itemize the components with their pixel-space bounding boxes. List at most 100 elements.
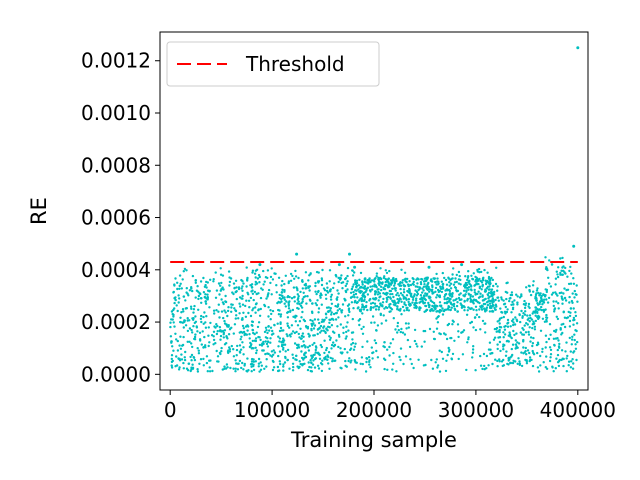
data-point — [206, 370, 209, 373]
data-point — [263, 367, 266, 370]
data-point — [437, 290, 440, 294]
data-point — [514, 343, 518, 346]
data-point — [441, 357, 445, 360]
data-point — [325, 289, 329, 293]
data-point — [259, 296, 263, 300]
data-point — [576, 340, 579, 344]
data-point — [254, 346, 257, 349]
data-point — [411, 277, 414, 280]
data-point — [560, 323, 563, 326]
data-point — [506, 291, 509, 294]
data-point — [428, 305, 431, 309]
data-point — [471, 351, 475, 354]
data-point — [528, 320, 531, 323]
data-point — [573, 296, 576, 299]
data-point — [417, 288, 420, 292]
data-point — [270, 350, 274, 353]
data-point — [423, 295, 426, 298]
data-point — [497, 299, 500, 302]
data-point — [554, 277, 558, 280]
data-point — [227, 351, 230, 355]
data-point — [303, 356, 306, 360]
data-point — [489, 299, 492, 303]
data-point — [526, 349, 530, 352]
data-point — [388, 345, 391, 349]
data-point — [307, 332, 310, 336]
data-point — [181, 344, 184, 347]
data-point — [255, 282, 259, 285]
data-point — [479, 292, 482, 295]
data-point — [197, 352, 201, 355]
data-point — [333, 331, 336, 334]
data-point — [327, 310, 330, 314]
data-point — [465, 286, 469, 290]
data-point — [539, 329, 543, 332]
data-point — [276, 322, 279, 325]
data-point — [247, 299, 251, 302]
data-point — [431, 285, 434, 289]
data-point — [385, 283, 388, 287]
data-point — [538, 302, 541, 306]
data-point — [355, 284, 359, 288]
data-point — [343, 347, 346, 351]
data-point — [301, 345, 304, 348]
data-point — [267, 315, 270, 318]
data-point — [415, 278, 418, 281]
data-point — [300, 306, 304, 309]
data-point — [178, 297, 181, 300]
data-point — [364, 290, 367, 294]
data-point — [192, 325, 195, 328]
data-point — [515, 318, 518, 321]
data-point — [395, 279, 398, 283]
data-point — [220, 310, 224, 313]
data-point — [381, 282, 384, 285]
data-point — [478, 285, 482, 288]
data-point — [432, 277, 435, 280]
data-point — [198, 362, 201, 365]
data-point — [178, 344, 181, 347]
data-point — [176, 287, 179, 291]
data-point — [363, 295, 367, 298]
data-point — [194, 279, 197, 282]
data-point — [423, 283, 426, 286]
data-point — [281, 279, 284, 283]
data-point — [320, 329, 323, 332]
data-point — [423, 277, 427, 280]
data-point — [325, 282, 329, 285]
data-point — [290, 324, 294, 327]
data-point — [448, 348, 451, 352]
data-point — [401, 331, 405, 334]
data-point — [170, 357, 173, 361]
data-point — [310, 361, 313, 365]
data-point — [432, 330, 435, 333]
data-point — [262, 349, 265, 352]
data-point — [421, 287, 424, 290]
data-point — [334, 304, 337, 308]
data-point — [312, 322, 315, 325]
data-point — [179, 335, 182, 338]
data-point — [300, 301, 303, 305]
data-point — [386, 286, 390, 289]
data-point — [346, 351, 349, 354]
data-point — [569, 282, 573, 285]
data-point — [506, 322, 509, 325]
data-point — [321, 268, 324, 272]
data-point — [575, 358, 578, 362]
data-point — [403, 309, 406, 312]
data-point — [445, 283, 449, 286]
data-point — [487, 294, 490, 297]
data-point — [294, 275, 298, 278]
data-point — [456, 323, 460, 326]
data-point — [485, 306, 489, 309]
x-axis-label: Training sample — [290, 428, 457, 452]
data-point — [171, 312, 174, 316]
data-point — [188, 319, 191, 322]
data-point — [209, 359, 212, 362]
data-point — [315, 303, 318, 307]
data-point — [171, 345, 174, 348]
data-point — [247, 369, 250, 372]
data-point — [388, 303, 391, 306]
data-point — [335, 339, 338, 342]
data-point — [495, 327, 498, 331]
data-point — [524, 358, 527, 362]
